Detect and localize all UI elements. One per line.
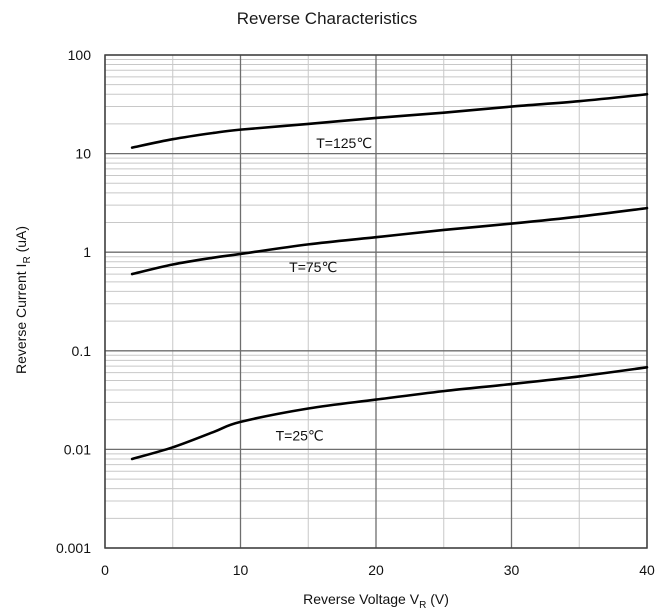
x-axis-label-subscript: R: [419, 600, 426, 611]
series-line-125c: [130, 92, 649, 149]
x-axis-label-suffix: (V): [426, 591, 449, 607]
x-tick-label: 20: [368, 562, 384, 578]
y-axis-label-main: Reverse Current I: [13, 264, 29, 374]
y-tick-label: 1: [83, 244, 91, 260]
series-labels: T=125℃ T=75℃ T=25℃: [276, 135, 372, 444]
series-label-25c: T=25℃: [276, 428, 324, 444]
y-tick-label: 0.01: [64, 441, 91, 457]
x-axis-label: Reverse Voltage VR (V): [303, 591, 449, 611]
y-axis-label: Reverse Current IR (uA): [13, 226, 33, 374]
series-label-125c: T=125℃: [316, 135, 372, 151]
major-grid: [104, 54, 648, 549]
series-line-75c: [130, 206, 649, 276]
y-tick-label: 100: [68, 47, 92, 63]
x-tick-label: 40: [639, 562, 655, 578]
series-layer: [130, 92, 649, 461]
y-axis-label-subscript: R: [22, 256, 33, 263]
y-tick-labels: 0.001 0.01 0.1 1 10 100: [56, 47, 91, 556]
y-tick-label: 0.001: [56, 540, 91, 556]
x-tick-label: 30: [504, 562, 520, 578]
y-axis-label-suffix: (uA): [13, 226, 29, 256]
plot-frame: [104, 54, 648, 549]
x-tick-label: 0: [101, 562, 109, 578]
series-line-25c: [130, 366, 649, 461]
x-tick-label: 10: [233, 562, 249, 578]
y-tick-label: 0.1: [72, 343, 92, 359]
series-label-75c: T=75℃: [289, 259, 337, 275]
chart-title: Reverse Characteristics: [237, 9, 417, 28]
y-tick-label: 10: [75, 146, 91, 162]
x-axis-label-main: Reverse Voltage V: [303, 591, 420, 607]
x-tick-labels: 0 10 20 30 40: [101, 562, 655, 578]
